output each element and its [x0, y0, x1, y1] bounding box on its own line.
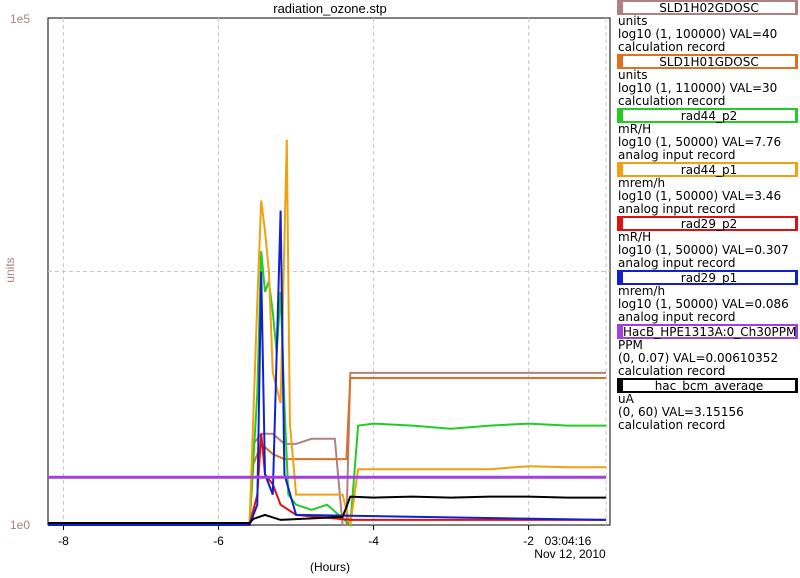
series-line-rad29-p1	[48, 210, 607, 526]
legend-range: log10 (1, 50000) VAL=7.76	[618, 135, 782, 149]
y-axis-top-label: 1e5	[10, 12, 30, 26]
legend-units: mrem/h	[618, 176, 666, 190]
legend-range: log10 (1, 50000) VAL=0.307	[618, 243, 789, 257]
legend-entry: rad44_p2 mR/H log10 (1, 50000) VAL=7.76 ana…	[617, 108, 800, 162]
legend-units: units	[618, 68, 648, 82]
legend-entry: rad44_p1 mrem/h log10 (1, 50000) VAL=3.46 a…	[617, 162, 800, 216]
legend-range: log10 (1, 50000) VAL=0.086	[618, 297, 789, 311]
legend-range: (0, 0.07) VAL=0.00610352	[618, 351, 779, 365]
series-line-sld1h02gdosc	[48, 371, 607, 526]
legend-record: calculation record	[618, 94, 726, 108]
y-axis-label: units	[3, 257, 17, 282]
x-axis-label: (Hours)	[310, 560, 350, 574]
series-line-sld1h01gdosc	[48, 377, 607, 526]
legend-series-button[interactable]: SLD1H01GDOSC	[617, 54, 798, 69]
legend-record: analog input record	[618, 148, 736, 162]
legend-record: analog input record	[618, 310, 736, 324]
legend-range: log10 (1, 100000) VAL=40	[618, 27, 778, 41]
x-tick-label: -2	[523, 534, 534, 548]
legend-entry: rad29_p2 mR/H log10 (1, 50000) VAL=0.307 an…	[617, 216, 800, 270]
legend-series-button[interactable]: hac_bcm_average	[617, 378, 798, 393]
legend-units: mrem/h	[618, 284, 666, 298]
y-axis-bottom-label: 1e0	[10, 518, 30, 532]
legend-series-button[interactable]: rad29_p1	[617, 270, 798, 285]
legend-record: calculation record	[618, 418, 726, 432]
legend-entry: rad29_p1 mrem/h log10 (1, 50000) VAL=0.086…	[617, 270, 800, 324]
legend-units: mR/H	[618, 122, 652, 136]
grid-lines	[48, 18, 610, 525]
series-line-hac-bcm-average	[48, 495, 607, 524]
legend-units: units	[618, 14, 648, 28]
legend-series-button[interactable]: rad29_p2	[617, 216, 798, 231]
legend-record: analog input record	[618, 202, 736, 216]
legend-range: log10 (1, 110000) VAL=30	[618, 81, 778, 95]
legend-units: uA	[618, 392, 634, 406]
x-tick-label: -6	[213, 534, 224, 548]
legend-series-button[interactable]: rad44_p2	[617, 108, 798, 123]
legend-units: PPM	[618, 338, 643, 352]
series-group	[48, 139, 607, 528]
series-line-rad44-p2	[48, 251, 607, 528]
legend-entry: HacB_HPE1313A:0_Ch30PPM PPM (0, 0.07) VAL=…	[617, 324, 800, 378]
legend-series-button[interactable]: HacB_HPE1313A:0_Ch30PPM	[617, 324, 798, 339]
date-label: Nov 12, 2010	[534, 547, 606, 561]
time-label: 03:04:16	[545, 534, 592, 548]
legend-range: log10 (1, 50000) VAL=3.46	[618, 189, 782, 203]
legend-record: calculation record	[618, 40, 726, 54]
legend-range: (0, 60) VAL=3.15156	[618, 405, 744, 419]
legend-record: analog input record	[618, 256, 736, 270]
legend-units: mR/H	[618, 230, 652, 244]
chart-canvas: radiation_ozone.stp 1e5 units 1e0 -8 -6 -4…	[3, 1, 611, 574]
x-tick-label: -8	[58, 534, 69, 548]
chart-title: radiation_ozone.stp	[273, 1, 386, 16]
legend-entry: SLD1H02GDOSC units log10 (1, 100000) VAL=4…	[617, 0, 800, 54]
x-tick-group: -8 -6 -4 -2	[58, 525, 534, 548]
legend-entry: SLD1H01GDOSC units log10 (1, 110000) VAL=3…	[617, 54, 800, 108]
series-line-rad44-p1	[48, 139, 607, 526]
legend-panel: SLD1H02GDOSC units log10 (1, 100000) VAL=4…	[617, 0, 800, 432]
legend-record: calculation record	[618, 364, 726, 378]
legend-series-button[interactable]: SLD1H02GDOSC	[617, 0, 798, 15]
x-tick-label: -4	[368, 534, 379, 548]
legend-entry: hac_bcm_average uA (0, 60) VAL=3.15156 calc…	[617, 378, 800, 432]
legend-series-button[interactable]: rad44_p1	[617, 162, 798, 177]
